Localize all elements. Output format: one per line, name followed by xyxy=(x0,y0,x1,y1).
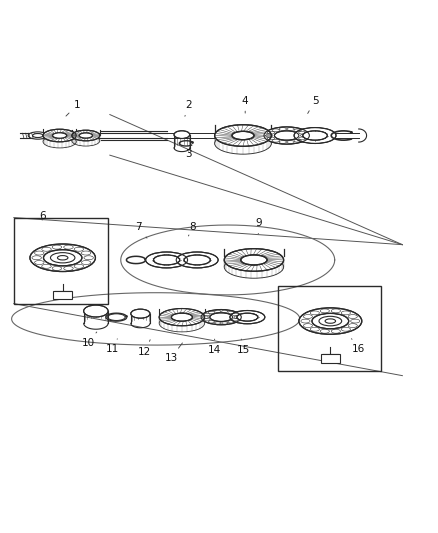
Text: 6: 6 xyxy=(39,211,46,221)
Text: 9: 9 xyxy=(255,218,261,234)
Ellipse shape xyxy=(294,127,336,143)
Ellipse shape xyxy=(201,310,241,325)
Ellipse shape xyxy=(131,309,150,318)
Ellipse shape xyxy=(312,313,349,329)
Text: 11: 11 xyxy=(106,339,119,354)
Bar xyxy=(278,286,381,372)
Ellipse shape xyxy=(159,309,205,326)
Text: 15: 15 xyxy=(237,339,250,356)
Ellipse shape xyxy=(43,249,82,266)
Ellipse shape xyxy=(79,133,93,138)
Ellipse shape xyxy=(50,253,75,263)
Ellipse shape xyxy=(319,316,342,326)
Bar xyxy=(14,219,108,304)
Ellipse shape xyxy=(153,255,180,265)
Ellipse shape xyxy=(84,305,108,317)
Ellipse shape xyxy=(210,313,233,321)
Ellipse shape xyxy=(275,131,299,140)
Ellipse shape xyxy=(184,255,210,265)
Text: 14: 14 xyxy=(208,339,221,356)
Ellipse shape xyxy=(176,252,218,268)
Ellipse shape xyxy=(303,131,327,140)
Text: 7: 7 xyxy=(135,222,147,238)
Ellipse shape xyxy=(57,255,68,260)
Ellipse shape xyxy=(43,129,76,142)
Bar xyxy=(321,354,340,364)
Ellipse shape xyxy=(224,249,284,271)
Ellipse shape xyxy=(215,125,272,146)
Ellipse shape xyxy=(174,131,190,139)
Ellipse shape xyxy=(53,133,67,138)
Ellipse shape xyxy=(237,313,258,321)
Text: 2: 2 xyxy=(185,100,192,116)
Text: 4: 4 xyxy=(242,95,248,113)
Ellipse shape xyxy=(30,244,95,271)
Text: 5: 5 xyxy=(308,95,318,114)
Ellipse shape xyxy=(79,133,92,138)
Text: 1: 1 xyxy=(66,100,81,116)
Ellipse shape xyxy=(28,132,47,139)
Text: 16: 16 xyxy=(352,338,365,354)
Ellipse shape xyxy=(146,252,187,268)
Ellipse shape xyxy=(299,308,362,334)
Bar xyxy=(53,290,72,299)
Text: 8: 8 xyxy=(188,222,196,236)
Text: 10: 10 xyxy=(81,332,97,348)
Ellipse shape xyxy=(264,127,309,144)
Ellipse shape xyxy=(72,130,100,141)
Text: 13: 13 xyxy=(164,343,182,363)
Ellipse shape xyxy=(230,311,265,324)
Ellipse shape xyxy=(171,313,192,321)
Ellipse shape xyxy=(325,319,336,324)
Ellipse shape xyxy=(53,133,67,138)
Text: 3: 3 xyxy=(185,149,192,159)
Text: 12: 12 xyxy=(138,340,152,357)
Ellipse shape xyxy=(32,134,43,138)
Ellipse shape xyxy=(232,131,254,140)
Ellipse shape xyxy=(241,255,267,265)
